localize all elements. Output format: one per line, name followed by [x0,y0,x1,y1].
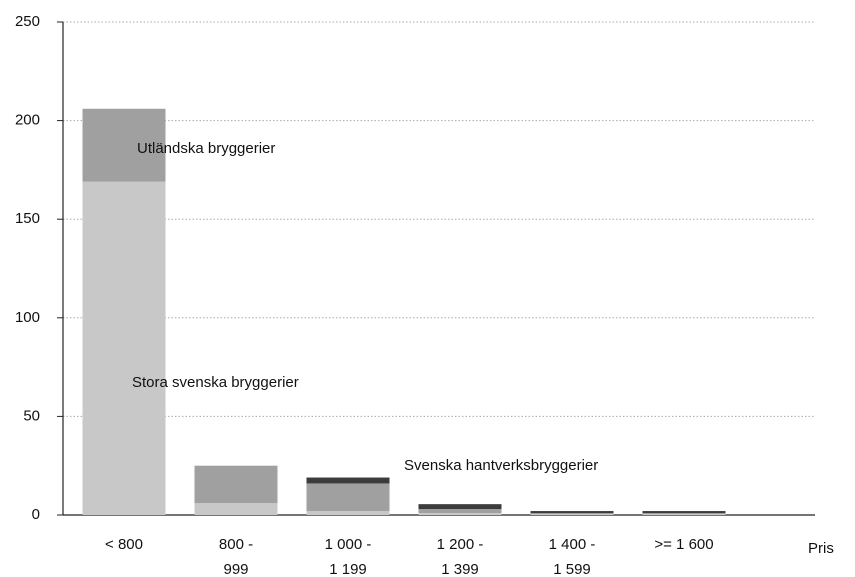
bar-segment [530,511,614,514]
y-tick-label: 100 [15,309,40,326]
x-tick-label: < 800 [105,536,143,553]
bar-segment [306,483,390,512]
x-tick-label: 1 400 - [549,536,596,553]
y-tick-label: 150 [15,210,40,227]
bar-segment [642,511,726,514]
bar-segment [642,514,726,515]
x-tick-label: 1 599 [553,561,591,577]
bar-segment [194,503,278,515]
series-label: Utländska bryggerier [137,140,275,157]
bar-segment [530,514,614,515]
bar-segment [418,513,502,515]
x-axis-label: Pris [808,540,834,557]
y-tick-label: 0 [32,506,40,523]
bar-segment [194,465,278,504]
bar-segment [82,181,166,515]
x-tick-label: 1 399 [441,561,479,577]
x-tick-label: 1 200 - [437,536,484,553]
series-label: Stora svenska bryggerier [132,374,299,391]
bar-segment [306,477,390,484]
bar-segment [306,511,390,515]
bar-segment [530,513,614,515]
x-tick-label: 800 - [219,536,253,553]
x-tick-label: 1 000 - [325,536,372,553]
series-label: Svenska hantverksbryggerier [404,457,598,474]
bar-segment [642,513,726,515]
x-tick-label: >= 1 600 [654,536,713,553]
bar-segment [82,108,166,182]
bar-segment [418,509,502,514]
y-tick-label: 200 [15,112,40,129]
x-tick-label: 999 [223,561,248,577]
x-tick-label: 1 199 [329,561,367,577]
y-tick-label: 250 [15,13,40,30]
bar-segment [418,504,502,510]
y-tick-label: 50 [23,407,40,424]
